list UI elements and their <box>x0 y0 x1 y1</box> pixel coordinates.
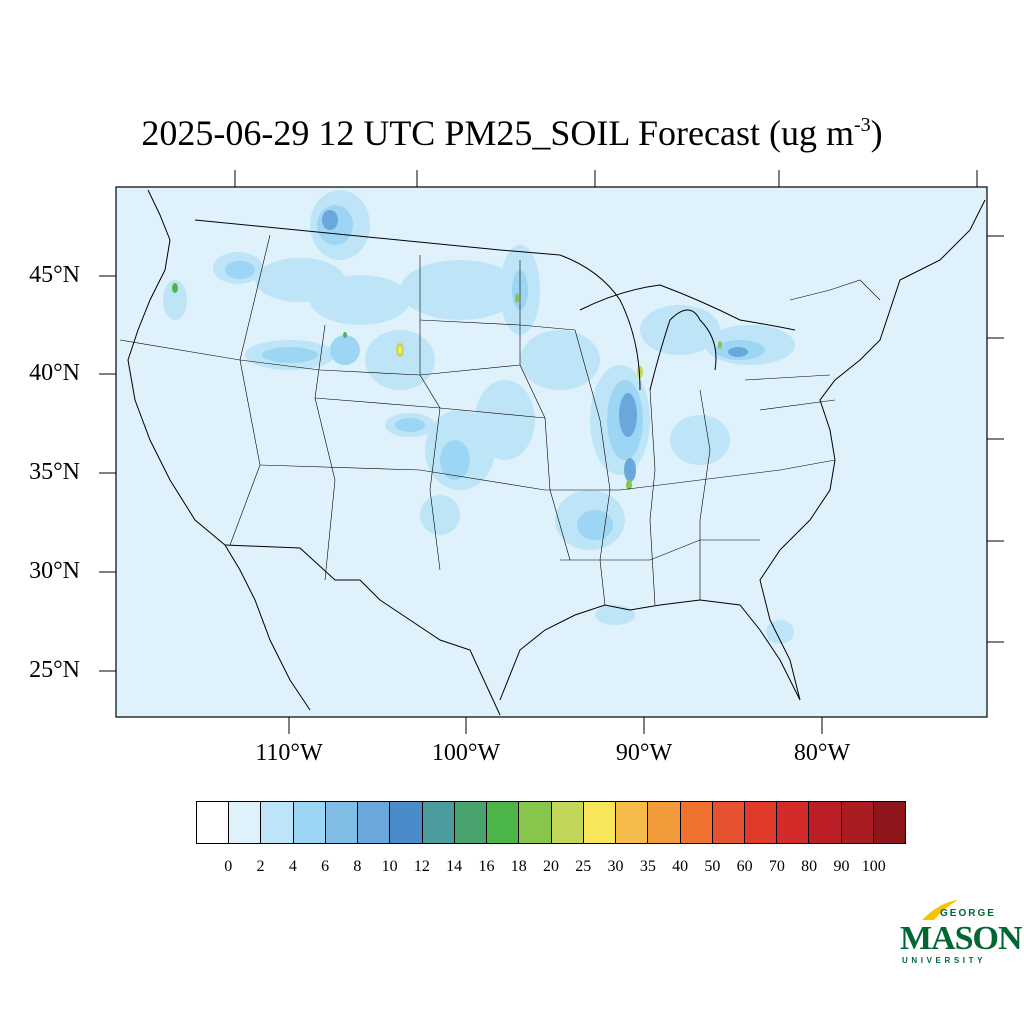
left-ticks <box>99 275 116 672</box>
colorbar-tick-label: 18 <box>510 858 527 875</box>
colorbar-swatch <box>551 802 584 843</box>
colorbar-tick-label: 80 <box>801 858 818 875</box>
colorbar-swatch <box>873 802 906 843</box>
coastlines <box>127 189 986 716</box>
lat-label-35: 35°N <box>29 459 80 485</box>
colorbar-tick-label: 35 <box>639 858 656 875</box>
lon-label-110w: 110°W <box>255 740 323 766</box>
colorbar-tick-label: 6 <box>321 858 330 875</box>
lon-label-90w: 90°W <box>615 740 673 766</box>
colorbar <box>196 801 906 844</box>
colorbar-swatch <box>487 802 520 843</box>
colorbar-swatch <box>744 802 778 843</box>
colorbar-swatch <box>648 802 681 843</box>
colorbar-swatch <box>712 802 745 843</box>
colorbar-tick-label: 100 <box>861 858 886 875</box>
colorbar-tick-label: 25 <box>575 858 592 875</box>
map-frame <box>115 186 988 718</box>
colorbar-swatch <box>454 802 488 843</box>
colorbar-swatch <box>841 802 874 843</box>
colorbar-swatch <box>777 802 810 843</box>
colorbar-tick-labels: 0 2 4 6 8 10 12 14 16 18 20 25 30 35 40 50 60 70 80 90 100 <box>0 858 1024 878</box>
colorbar-tick-label: 20 <box>543 858 559 875</box>
colorbar-swatch <box>583 802 617 843</box>
george-mason-logo: GEORGE MASON UNIVERSITY <box>898 898 1023 968</box>
logo-main-text: MASON <box>900 920 1023 957</box>
logo-top-text: GEORGE <box>940 908 996 919</box>
lat-label-30: 30°N <box>29 558 80 584</box>
bottom-ticks <box>288 717 823 734</box>
colorbar-tick-label: 8 <box>353 858 362 875</box>
colorbar-tick-label: 16 <box>478 858 495 875</box>
colorbar-tick-label: 10 <box>381 858 398 875</box>
colorbar-swatch <box>358 802 391 843</box>
top-ticks <box>234 170 978 187</box>
lon-label-100w: 100°W <box>431 740 501 766</box>
colorbar-tick-label: 2 <box>256 858 265 875</box>
colorbar-swatch <box>680 802 713 843</box>
colorbar-tick-label: 50 <box>704 858 721 875</box>
colorbar-swatch <box>325 802 359 843</box>
colorbar-tick-label: 12 <box>413 858 430 875</box>
colorbar-swatch <box>390 802 423 843</box>
map-title: 2025-06-29 12 UTC PM25_SOIL Forecast (ug… <box>0 112 1024 154</box>
colorbar-tick-label: 0 <box>224 858 233 875</box>
colorbar-swatch <box>519 802 552 843</box>
colorbar-swatch <box>197 802 230 843</box>
right-ticks <box>987 235 1004 643</box>
title-exponent: -3 <box>853 114 871 136</box>
lat-label-25: 25°N <box>29 657 80 683</box>
lon-label-80w: 80°W <box>793 740 851 766</box>
colorbar-tick-label: 4 <box>288 858 297 875</box>
colorbar-tick-label: 14 <box>446 858 463 875</box>
colorbar-tick-label: 90 <box>833 858 850 875</box>
logo-bottom-text: UNIVERSITY <box>902 956 987 965</box>
colorbar-tick-label: 30 <box>607 858 624 875</box>
title-text: 2025-06-29 12 UTC PM25_SOIL Forecast (ug… <box>141 113 854 153</box>
colorbar-swatch <box>261 802 294 843</box>
colorbar-swatch <box>809 802 842 843</box>
colorbar-tick-label: 70 <box>768 858 785 875</box>
colorbar-swatch <box>293 802 326 843</box>
colorbar-tick-label: 40 <box>672 858 689 875</box>
colorbar-tick-label: 60 <box>736 858 753 875</box>
colorbar-swatch <box>422 802 455 843</box>
colorbar-swatch <box>616 802 649 843</box>
logo-swoosh-icon <box>922 900 958 920</box>
title-close: ) <box>870 113 883 153</box>
lat-label-40: 40°N <box>29 360 80 386</box>
state-borders <box>119 234 881 606</box>
concentration-field <box>163 190 795 644</box>
colorbar-swatch <box>229 802 262 843</box>
lat-label-45: 45°N <box>29 262 80 288</box>
